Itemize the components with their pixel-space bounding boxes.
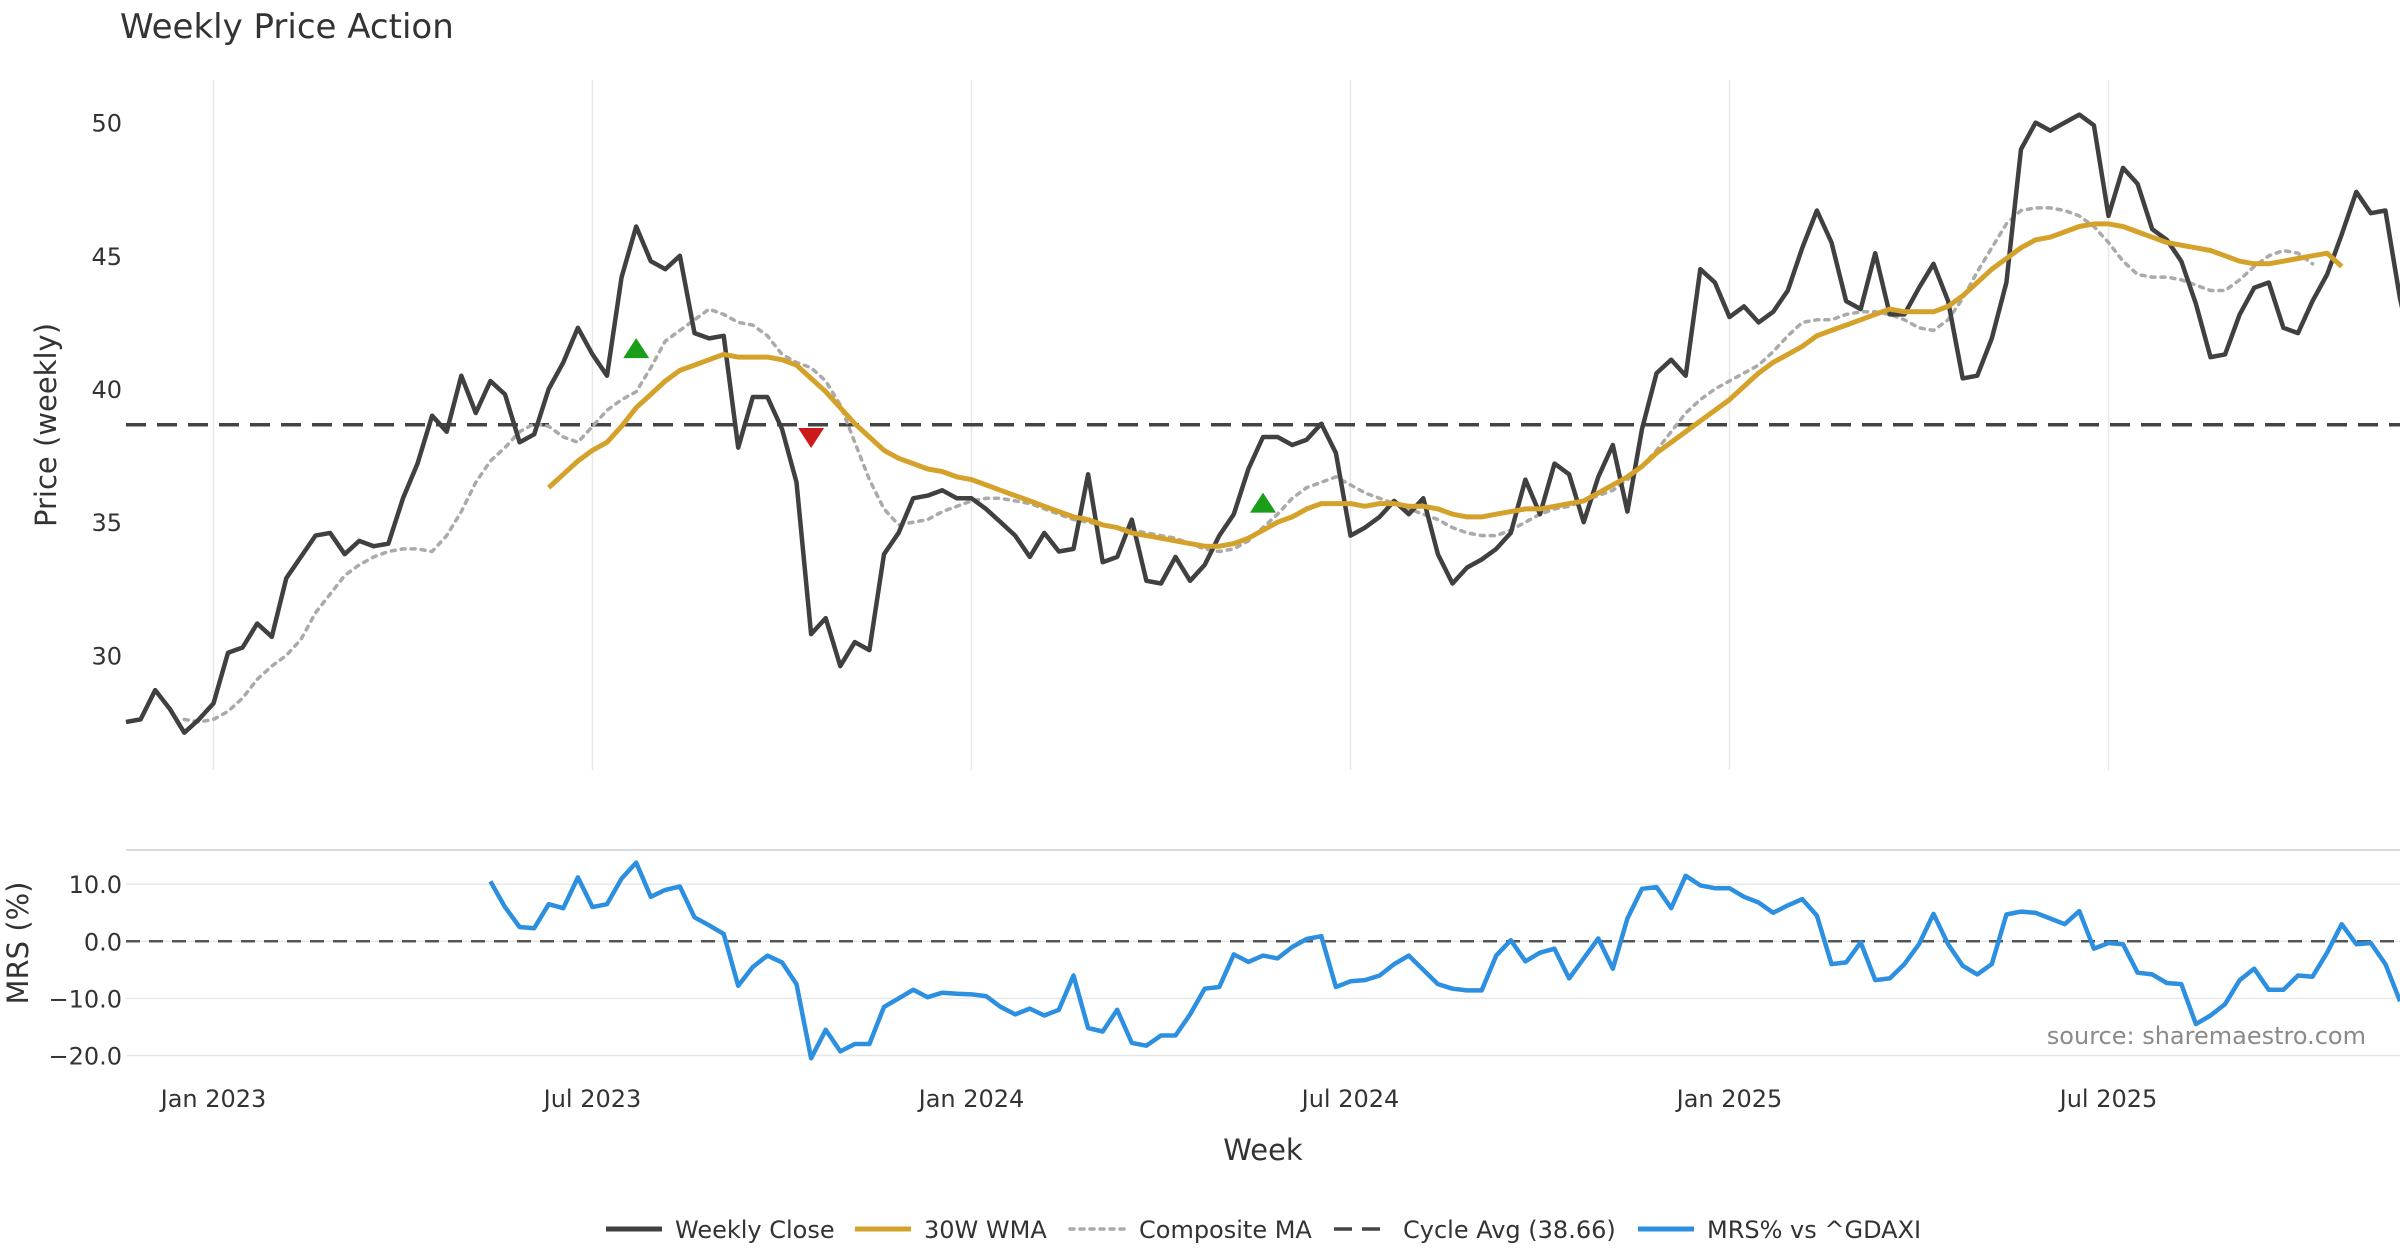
legend-label: Cycle Avg (38.66) (1403, 1216, 1616, 1244)
x-tick-label: Jul 2024 (1300, 1085, 1400, 1113)
legend-label: Composite MA (1139, 1216, 1312, 1244)
price-y-tick-label: 35 (91, 509, 122, 537)
x-tick-label: Jan 2023 (159, 1085, 267, 1113)
price-y-tick-label: 45 (91, 243, 122, 271)
mrs-y-ticks: 10.0 0.0 −10.0 −20.0 (48, 871, 122, 1070)
price-series-layer (125, 112, 2400, 735)
source-label: source: sharemaestro.com (2047, 1022, 2366, 1050)
mrs-series-layer (126, 860, 2400, 1061)
mrs-y-tick-label: −10.0 (48, 985, 122, 1013)
mrs-y-tick-label: 10.0 (69, 871, 122, 899)
legend-label: MRS% vs ^GDAXI (1707, 1216, 1921, 1244)
price-y-tick-label: 40 (91, 376, 122, 404)
mrs-y-tick-label: 0.0 (84, 928, 122, 956)
price-y-tick-label: 30 (91, 642, 122, 670)
buy-signal-marker (1250, 492, 1276, 513)
sell-signal-marker (798, 427, 825, 448)
price-y-ticks: 30 35 40 45 50 (91, 110, 122, 671)
mrs-y-tick-label: −20.0 (48, 1042, 122, 1070)
x-tick-label: Jul 2023 (542, 1085, 642, 1113)
x-axis-label: Week (1223, 1133, 1303, 1167)
x-ticks: Jan 2023 Jul 2023 Jan 2024 Jul 2024 Jan 2025… (159, 1085, 2158, 1113)
legend-label: Weekly Close (675, 1216, 835, 1244)
buy-signal-marker (623, 338, 650, 359)
legend-label: 30W WMA (924, 1216, 1047, 1244)
wma-30w-line (547, 221, 2344, 549)
weekly-close-line (125, 112, 2400, 735)
price-y-tick-label: 50 (91, 110, 122, 138)
mrs-y-axis-label: MRS (%) (1, 882, 35, 1005)
x-tick-label: Jan 2024 (917, 1085, 1025, 1113)
legend: Weekly Close 30W WMA Composite MA Cycle Avg… (606, 1216, 1921, 1244)
x-tick-label: Jul 2025 (2058, 1085, 2158, 1113)
price-y-axis-label: Price (weekly) (29, 323, 63, 527)
chart-title: Weekly Price Action (120, 7, 454, 47)
x-tick-label: Jan 2025 (1675, 1085, 1783, 1113)
mrs-line (488, 860, 2400, 1061)
